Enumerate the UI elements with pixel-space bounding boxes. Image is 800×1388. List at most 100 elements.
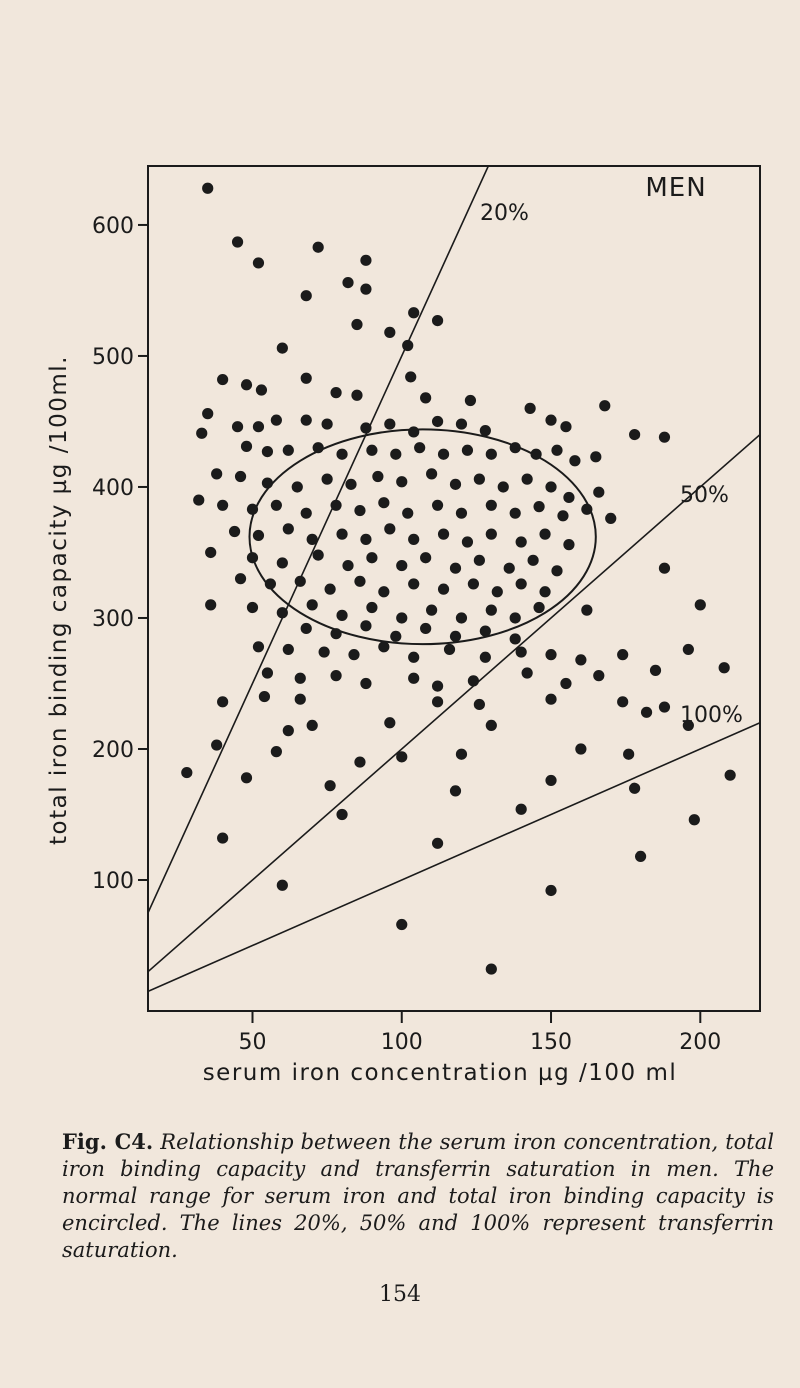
data-point (291, 481, 303, 493)
data-point (252, 421, 265, 433)
data-point (193, 494, 205, 506)
data-point (431, 696, 444, 708)
y-tick-label: 600 (92, 214, 134, 239)
data-point (345, 478, 357, 490)
data-point (545, 774, 557, 787)
data-point (515, 646, 527, 658)
data-point (384, 418, 396, 430)
data-point (351, 389, 363, 401)
data-point (330, 499, 342, 511)
data-point (431, 680, 444, 692)
data-point (724, 769, 736, 781)
line-label-20: 20% (480, 201, 529, 226)
data-point (255, 384, 268, 396)
data-point (312, 442, 324, 454)
data-point (202, 408, 214, 420)
data-point (360, 422, 372, 434)
data-point (324, 780, 336, 792)
page-number: 154 (379, 1282, 421, 1307)
data-point (491, 586, 503, 598)
data-point (545, 481, 557, 493)
data-point (354, 504, 366, 517)
line-label-50: 50% (680, 483, 729, 508)
y-tick-label: 200 (92, 738, 134, 763)
data-point (336, 448, 348, 460)
data-point (473, 554, 485, 566)
data-point (396, 476, 408, 488)
data-point (581, 503, 593, 515)
data-point (258, 690, 271, 703)
data-point (575, 743, 587, 755)
data-point (294, 672, 306, 684)
data-point (414, 442, 426, 454)
data-point (581, 604, 593, 616)
data-point (282, 643, 294, 656)
data-point (509, 633, 521, 645)
data-point (551, 565, 563, 577)
data-point (378, 497, 390, 509)
data-point (300, 507, 312, 519)
data-point (366, 601, 378, 614)
data-point (485, 499, 497, 511)
data-point (351, 318, 363, 331)
data-point (617, 696, 629, 708)
data-point (515, 803, 527, 815)
data-point (294, 693, 306, 705)
data-point (473, 473, 485, 485)
data-point (228, 525, 241, 538)
data-point (402, 507, 414, 519)
data-point (485, 448, 497, 460)
data-point (420, 622, 432, 635)
data-point (300, 622, 312, 635)
data-point (443, 643, 456, 656)
data-point (509, 612, 521, 624)
data-point (348, 649, 360, 661)
data-point (205, 599, 217, 611)
data-point (294, 575, 306, 587)
data-point (312, 241, 324, 253)
x-axis-title: serum iron concentration µg /100 ml (203, 1060, 678, 1086)
data-point (629, 782, 641, 794)
data-point (599, 400, 611, 412)
x-tick-label: 100 (381, 1030, 423, 1055)
caption-text: Relationship between the serum iron conc… (62, 1130, 774, 1262)
data-point (509, 507, 521, 519)
data-point (390, 630, 402, 642)
y-tick-label: 100 (92, 869, 134, 894)
data-point (300, 290, 312, 302)
data-point (617, 649, 629, 661)
data-point (366, 552, 378, 564)
data-point (658, 431, 671, 443)
data-point (515, 536, 527, 548)
data-point (264, 578, 276, 590)
data-point (563, 491, 575, 504)
data-point (563, 539, 575, 551)
data-point (560, 677, 572, 690)
data-point (276, 342, 288, 354)
plot-frame (147, 165, 761, 1012)
y-tick-label: 300 (92, 607, 134, 632)
x-tick-label: 50 (238, 1030, 266, 1055)
data-point (231, 421, 244, 433)
data-point (384, 717, 396, 729)
data-point (431, 837, 444, 849)
data-point (217, 696, 229, 708)
data-point (449, 630, 462, 642)
data-point (467, 578, 480, 590)
data-point (420, 552, 432, 564)
data-point (649, 664, 662, 676)
data-point (408, 672, 420, 684)
data-point (467, 675, 480, 687)
data-point (560, 421, 572, 433)
data-point (282, 523, 294, 535)
data-point (306, 533, 318, 545)
data-point (530, 448, 542, 460)
data-point (590, 451, 602, 463)
data-point (557, 510, 569, 522)
data-point (539, 528, 551, 540)
data-point (694, 599, 706, 611)
data-point (261, 445, 274, 458)
data-point (396, 918, 408, 931)
data-point (503, 562, 515, 574)
data-point (658, 562, 671, 574)
